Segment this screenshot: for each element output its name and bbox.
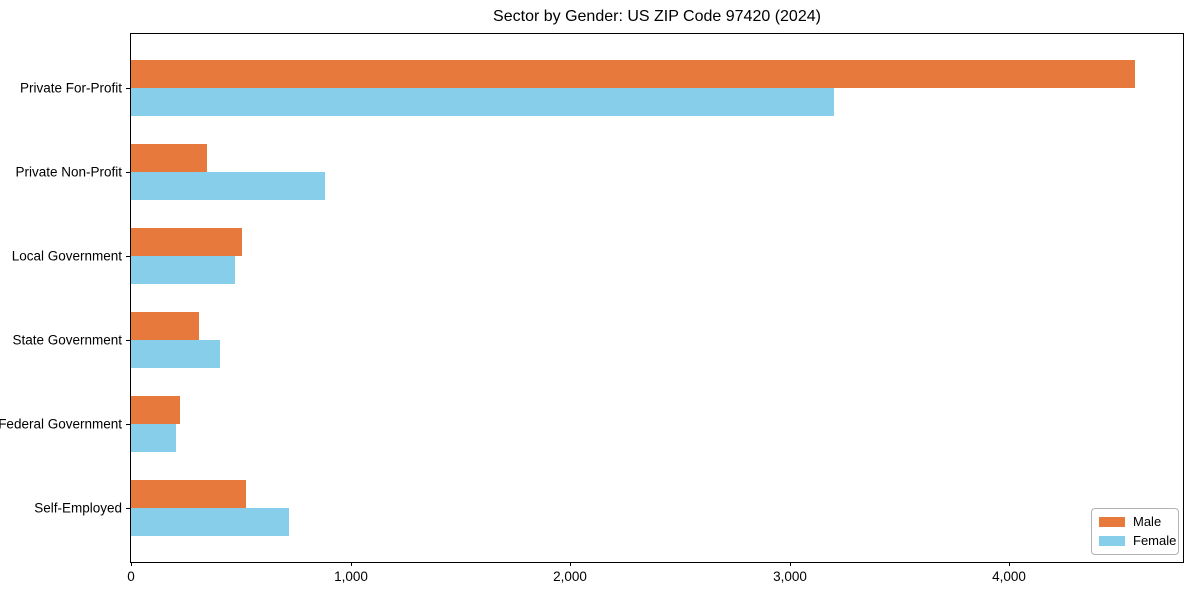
y-tick-label: Private Non-Profit bbox=[15, 164, 122, 180]
x-tick-label: 0 bbox=[127, 569, 135, 584]
bar-female-local-government bbox=[131, 256, 235, 284]
x-tick-label: 2,000 bbox=[553, 569, 587, 584]
legend-swatch-male bbox=[1099, 517, 1125, 527]
y-tick-label: Local Government bbox=[11, 248, 122, 264]
y-tick-mark bbox=[126, 508, 130, 509]
bar-male-federal-government bbox=[131, 396, 180, 424]
x-tick-mark bbox=[131, 562, 132, 566]
bar-female-private-non-profit bbox=[131, 172, 325, 200]
bar-male-private-for-profit bbox=[131, 60, 1135, 88]
bar-female-state-government bbox=[131, 340, 220, 368]
legend-swatch-female bbox=[1099, 536, 1125, 546]
x-tick-label: 1,000 bbox=[334, 569, 368, 584]
bar-male-local-government bbox=[131, 228, 242, 256]
bar-female-self-employed bbox=[131, 508, 289, 536]
plot-area: Private For-Profit Private Non-Profit Loca… bbox=[0, 33, 1184, 584]
y-tick-mark bbox=[126, 340, 130, 341]
y-tick-label: Federal Government bbox=[0, 416, 122, 432]
legend: Male Female bbox=[1091, 508, 1179, 555]
x-tick-mark bbox=[570, 562, 571, 566]
x-tick-label: 4,000 bbox=[992, 569, 1026, 584]
chart-title: Sector by Gender: US ZIP Code 97420 (202… bbox=[493, 8, 821, 25]
bar-male-private-non-profit bbox=[131, 144, 207, 172]
legend-label: Male bbox=[1133, 514, 1162, 529]
x-tick-mark bbox=[1009, 562, 1010, 566]
legend-label: Female bbox=[1133, 533, 1177, 548]
y-tick-mark bbox=[126, 88, 130, 89]
legend-item-female: Female bbox=[1099, 534, 1176, 548]
x-tick-label: 3,000 bbox=[773, 569, 807, 584]
y-tick-label: State Government bbox=[12, 332, 122, 348]
x-tick-mark bbox=[790, 562, 791, 566]
bar-female-private-for-profit bbox=[131, 88, 834, 116]
x-tick-mark bbox=[351, 562, 352, 566]
legend-item-male: Male bbox=[1099, 515, 1171, 529]
y-tick-mark bbox=[126, 424, 130, 425]
bar-male-self-employed bbox=[131, 480, 246, 508]
bar-female-federal-government bbox=[131, 424, 176, 452]
y-tick-mark bbox=[126, 256, 130, 257]
y-tick-label: Private For-Profit bbox=[19, 80, 122, 96]
y-tick-mark bbox=[126, 172, 130, 173]
bar-male-state-government bbox=[131, 312, 199, 340]
y-tick-label: Self-Employed bbox=[34, 500, 122, 516]
